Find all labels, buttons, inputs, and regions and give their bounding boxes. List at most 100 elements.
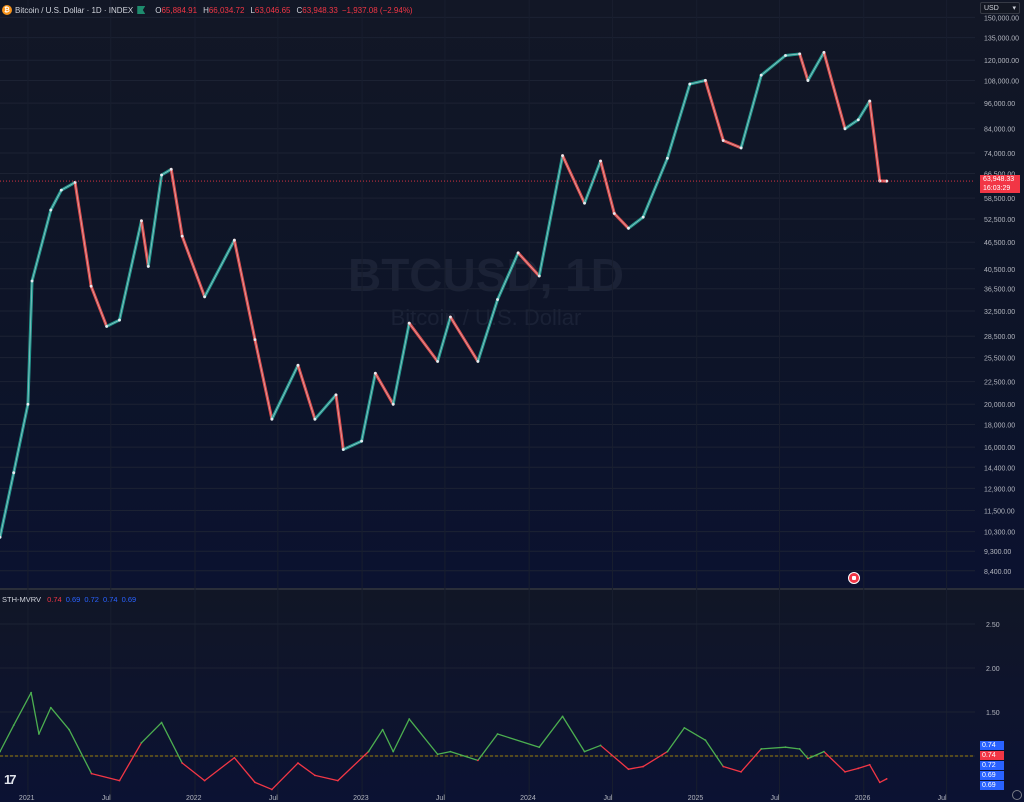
indicator-value-badge: 0.69 — [980, 781, 1004, 790]
mvrv-segment — [50, 707, 70, 731]
price-point — [798, 52, 802, 56]
mvrv-point — [666, 750, 669, 753]
price-point — [373, 371, 377, 375]
us-flag-event-icon[interactable] — [848, 572, 860, 584]
mvrv-point — [784, 746, 787, 749]
price-axis-label: 84,000.00 — [984, 127, 1015, 134]
mvrv-segment — [628, 765, 644, 770]
price-point — [739, 146, 743, 150]
mvrv-segment — [740, 748, 762, 773]
price-axis-label: 135,000.00 — [984, 36, 1019, 43]
mvrv-segment — [437, 750, 451, 755]
mvrv-segment — [723, 765, 742, 773]
price-point — [270, 417, 274, 421]
mvrv-segment — [91, 772, 120, 782]
time-axis-label: 2021 — [19, 795, 35, 802]
mvrv-segment — [408, 718, 439, 755]
price-point — [0, 535, 2, 539]
price-axis-label: 25,500.00 — [984, 356, 1015, 363]
indicator-legend[interactable]: STH-MVRV 0.74 0.69 0.72 0.74 0.69 — [2, 595, 144, 604]
indicator-value-badge: 0.74 — [980, 741, 1004, 750]
price-axis-label: 28,500.00 — [984, 334, 1015, 341]
mvrv-point — [436, 753, 439, 756]
mvrv-segment — [799, 748, 809, 760]
price-point — [703, 79, 707, 82]
market-open-flag-icon — [137, 6, 146, 14]
time-axis-label: Jul — [771, 795, 780, 802]
price-axis-label: 11,500.00 — [984, 508, 1015, 515]
symbol-legend[interactable]: ₿ Bitcoin / U.S. Dollar · 1D · INDEX O 65… — [2, 3, 413, 17]
high-value: 66,034.72 — [208, 5, 245, 15]
mvrv-point — [38, 733, 40, 735]
mvrv-segment — [337, 751, 369, 782]
mvrv-segment — [254, 781, 273, 791]
indicator-values: 0.74 0.69 0.72 0.74 0.69 — [47, 595, 140, 604]
indicator-scale-label: 2.50 — [986, 622, 1000, 629]
price-axis-label: 120,000.00 — [984, 58, 1019, 65]
price-point — [759, 73, 763, 77]
time-axis-label: Jul — [269, 795, 278, 802]
mvrv-segment — [666, 727, 685, 752]
currency-selector[interactable]: USD ▾ — [980, 2, 1020, 14]
indicator-name[interactable]: STH-MVRV — [2, 595, 42, 604]
mvrv-segment — [367, 729, 384, 752]
mvrv-point — [68, 728, 71, 731]
price-axis-label: 52,500.00 — [984, 217, 1015, 224]
price-point — [688, 82, 692, 86]
price-point — [313, 417, 317, 421]
pane-divider[interactable] — [0, 588, 1024, 590]
time-axis-label: 2024 — [520, 795, 536, 802]
mvrv-segment — [271, 762, 299, 790]
mvrv-segment — [642, 751, 668, 768]
low-value: 63,046.65 — [254, 5, 291, 15]
price-point — [89, 284, 93, 288]
price-point — [203, 295, 207, 299]
mvrv-point — [599, 744, 602, 747]
price-point — [73, 181, 77, 184]
mvrv-segment — [181, 762, 206, 782]
mvrv-segment — [297, 762, 316, 776]
mvrv-point — [408, 718, 411, 720]
price-point — [721, 139, 725, 142]
mvrv-segment — [0, 724, 15, 752]
low-label: L — [250, 5, 255, 15]
tradingview-logo-icon[interactable]: 17 — [4, 772, 17, 787]
price-point — [784, 54, 787, 57]
high-label: H — [203, 5, 209, 15]
mvrv-point — [140, 741, 143, 744]
indicator-value-badge: 0.72 — [980, 761, 1004, 770]
mvrv-segment — [538, 716, 564, 748]
mvrv-segment — [684, 727, 706, 741]
mvrv-segment — [30, 692, 40, 735]
price-point — [26, 402, 30, 406]
price-point — [105, 324, 109, 328]
settings-icon[interactable] — [1012, 790, 1022, 800]
symbol-title[interactable]: Bitcoin / U.S. Dollar · 1D · INDEX — [15, 5, 134, 15]
bitcoin-logo-icon: ₿ — [2, 5, 12, 15]
mvrv-point — [0, 750, 1, 753]
mvrv-segment — [38, 707, 52, 735]
price-point — [599, 159, 602, 163]
price-point — [30, 279, 34, 283]
mvrv-point — [367, 750, 370, 753]
price-axis-label: 74,000.00 — [984, 151, 1015, 158]
mvrv-point — [233, 756, 236, 759]
mvrv-point — [297, 762, 299, 764]
mvrv-point — [627, 768, 630, 771]
mvrv-point — [760, 748, 763, 750]
price-point — [641, 215, 645, 219]
mvrv-point — [807, 757, 809, 760]
mvrv-segment — [704, 739, 724, 767]
indicator-pane[interactable] — [0, 590, 1024, 802]
mvrv-segment — [869, 764, 881, 783]
price-pane[interactable] — [0, 0, 1024, 588]
indicator-value-badge: 0.74 — [980, 751, 1004, 760]
time-axis-label: 2025 — [688, 795, 704, 802]
price-point — [496, 298, 499, 301]
mvrv-segment — [382, 729, 394, 752]
price-point — [180, 234, 184, 238]
mvrv-point — [90, 772, 93, 775]
mvrv-point — [12, 724, 15, 727]
mvrv-segment — [314, 774, 338, 782]
